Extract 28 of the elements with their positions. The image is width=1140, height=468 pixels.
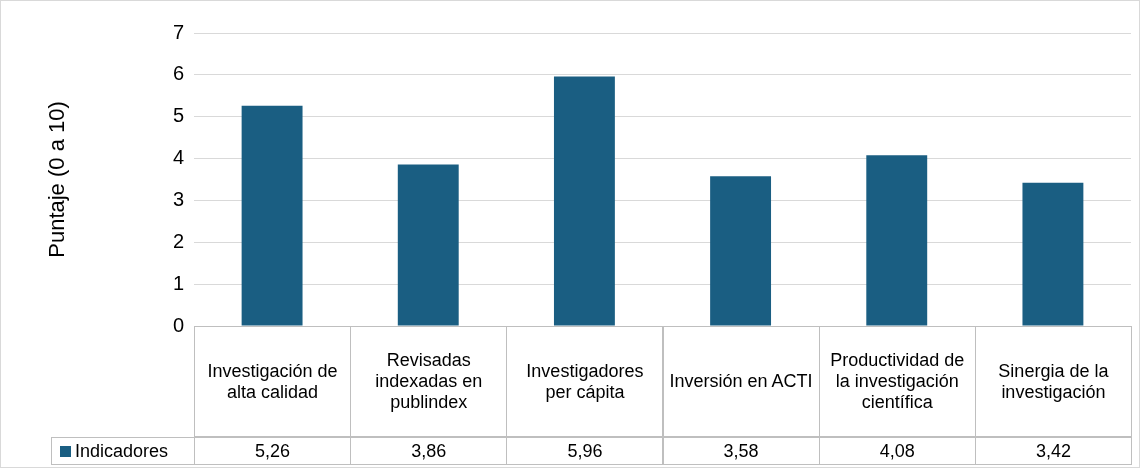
x-tick-label: Revisadas indexadas en publindex [350,326,508,437]
x-tick-label: Investigadores per cápita [506,326,664,437]
x-tick-label: Inversión en ACTI [662,326,820,437]
y-tick-label: 4 [172,146,184,169]
y-tick-label: 2 [172,229,184,252]
data-label: 4,08 [818,437,976,465]
y-tick-label: 0 [172,313,184,336]
y-tick-label: 1 [172,271,184,294]
bar [1022,182,1084,326]
x-tick-label: Productividad de la investigación científica [818,326,976,437]
y-tick-label: 3 [172,187,184,210]
bar [553,76,615,326]
data-label: 5,26 [194,437,352,465]
x-tick-label: Sinergia de la investigación [974,326,1132,437]
bar [710,176,772,326]
y-tick-label: 7 [172,20,184,43]
data-label: 5,96 [506,437,664,465]
y-tick-label: 5 [172,104,184,127]
bar [397,164,459,326]
y-tick-label: 6 [172,62,184,85]
x-tick-label: Investigación de alta calidad [194,326,352,437]
legend-label: Indicadores [75,440,169,462]
bar [241,105,303,326]
data-label: 3,42 [974,437,1132,465]
data-label: 3,86 [350,437,508,465]
y-axis-title: Puntaje (0 a 10) [44,101,70,258]
data-label: 3,58 [662,437,820,465]
bar [866,155,928,326]
